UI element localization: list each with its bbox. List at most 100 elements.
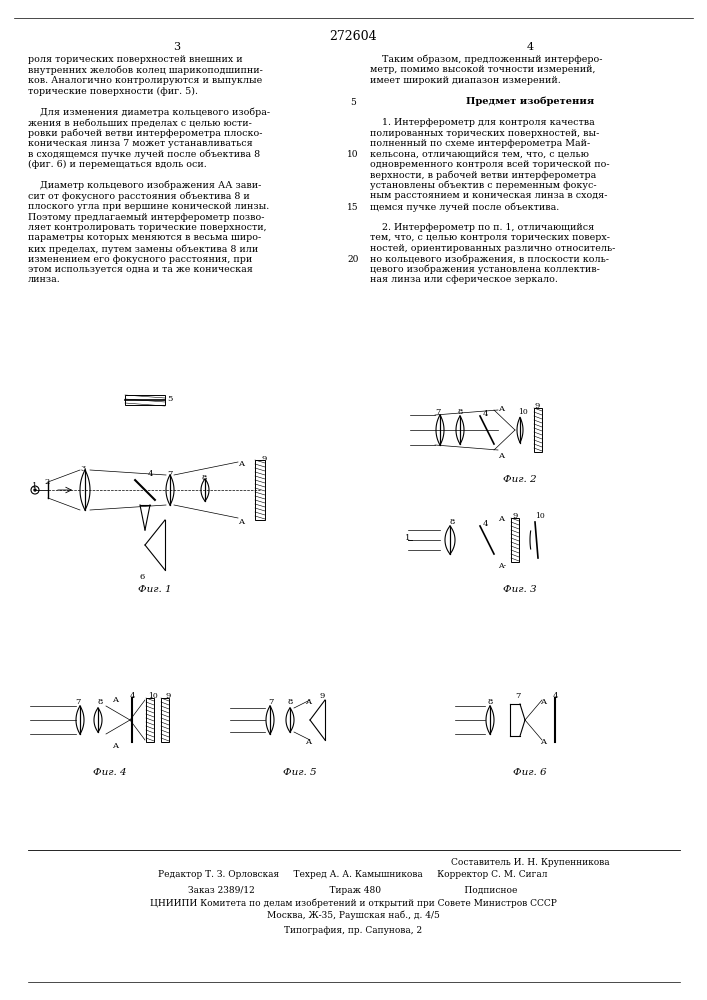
Text: A: A [305, 738, 311, 746]
Text: кельсона, отличающийся тем, что, с целью: кельсона, отличающийся тем, что, с целью [370, 149, 589, 158]
Text: жения в небольших пределах с целью юсти-: жения в небольших пределах с целью юсти- [28, 118, 252, 127]
Text: ностей, ориентированных различно относитель-: ностей, ориентированных различно относит… [370, 244, 615, 253]
Text: 4: 4 [130, 692, 136, 700]
Text: ная линза или сферическое зеркало.: ная линза или сферическое зеркало. [370, 275, 558, 284]
Text: 10: 10 [535, 512, 545, 520]
Text: Фиг. 2: Фиг. 2 [503, 475, 537, 484]
Text: Фиг. 5: Фиг. 5 [284, 768, 317, 777]
Text: A: A [238, 460, 244, 468]
Text: плоского угла при вершине конической линзы.: плоского угла при вершине конической лин… [28, 202, 269, 211]
Text: 1: 1 [405, 534, 410, 542]
Bar [161, 698, 169, 742]
Text: имеет широкий диапазон измерений.: имеет широкий диапазон измерений. [370, 76, 561, 85]
Text: ЦНИИПИ Комитета по делам изобретений и открытий при Совете Министров СССР: ЦНИИПИ Комитета по делам изобретений и о… [150, 898, 556, 908]
Text: цевого изображения установлена коллектив-: цевого изображения установлена коллектив… [370, 265, 600, 274]
Text: сит от фокусного расстояния объектива 8 и: сит от фокусного расстояния объектива 8 … [28, 192, 250, 201]
Text: 9: 9 [262, 455, 267, 463]
Text: 10: 10 [347, 150, 358, 159]
Text: 8: 8 [450, 518, 455, 526]
Text: метр, помимо высокой точности измерений,: метр, помимо высокой точности измерений, [370, 66, 595, 75]
Text: Диаметр кольцевого изображения АА зави-: Диаметр кольцевого изображения АА зави- [28, 181, 262, 190]
Text: Типография, пр. Сапунова, 2: Типография, пр. Сапунова, 2 [284, 926, 422, 935]
Text: A: A [238, 518, 244, 526]
Text: 4: 4 [483, 410, 489, 418]
Text: верхности, в рабочей ветви интерферометра: верхности, в рабочей ветви интерферометр… [370, 170, 596, 180]
Text: 8: 8 [458, 408, 463, 416]
Bar [146, 698, 154, 742]
Text: 3: 3 [173, 42, 180, 52]
Text: ляет контролировать торические поверхности,: ляет контролировать торические поверхнос… [28, 223, 267, 232]
Text: тем, что, с целью контроля торических поверх-: тем, что, с целью контроля торических по… [370, 233, 610, 242]
Text: установлены объектив с переменным фокус-: установлены объектив с переменным фокус- [370, 181, 597, 190]
Text: одновременного контроля всей торической по-: одновременного контроля всей торической … [370, 160, 609, 169]
Text: A: A [498, 405, 504, 413]
Text: 8: 8 [202, 474, 207, 482]
Text: 9: 9 [535, 402, 540, 410]
Text: 4: 4 [527, 42, 534, 52]
Text: этом используется одна и та же коническая: этом используется одна и та же коническа… [28, 265, 253, 274]
Text: ков. Аналогично контролируются и выпуклые: ков. Аналогично контролируются и выпуклы… [28, 76, 262, 85]
Text: роля торических поверхностей внешних и: роля торических поверхностей внешних и [28, 55, 243, 64]
Text: Редактор Т. З. Орловская     Техред А. А. Камышникова     Корректор С. М. Сигал: Редактор Т. З. Орловская Техред А. А. Ка… [158, 870, 548, 879]
Text: 9: 9 [513, 512, 518, 520]
Bar [255, 460, 265, 520]
Text: 7: 7 [167, 470, 173, 478]
Text: в сходящемся пучке лучей после объектива 8: в сходящемся пучке лучей после объектива… [28, 149, 260, 159]
Text: Поэтому предлагаемый интерферометр позво-: Поэтому предлагаемый интерферометр позво… [28, 213, 264, 222]
Bar [511, 518, 519, 562]
Text: 7: 7 [268, 698, 274, 706]
Text: 10: 10 [518, 408, 527, 416]
Text: 8: 8 [288, 698, 293, 706]
Bar [125, 395, 165, 405]
Bar [534, 408, 542, 452]
Text: 9: 9 [320, 692, 325, 700]
Text: A: A [112, 742, 118, 750]
Text: 7: 7 [435, 408, 440, 416]
Text: параметры которых меняются в весьма широ-: параметры которых меняются в весьма широ… [28, 233, 262, 242]
Text: 2: 2 [44, 478, 49, 486]
Text: A: A [305, 698, 311, 706]
Text: 7: 7 [75, 698, 81, 706]
Text: A: A [540, 698, 546, 706]
Text: 9: 9 [166, 692, 171, 700]
Text: A: A [112, 696, 118, 704]
Text: ких пределах, путем замены объектива 8 или: ких пределах, путем замены объектива 8 и… [28, 244, 258, 253]
Text: 20: 20 [347, 255, 358, 264]
Text: изменением его фокусного расстояния, при: изменением его фокусного расстояния, при [28, 254, 252, 263]
Text: 272604: 272604 [329, 30, 377, 43]
Text: 4: 4 [483, 520, 489, 528]
Text: A: A [498, 452, 504, 460]
Text: 1: 1 [32, 482, 37, 490]
Text: 7: 7 [515, 692, 520, 700]
Text: Фиг. 4: Фиг. 4 [93, 768, 127, 777]
Text: 15: 15 [347, 203, 359, 212]
Text: Фиг. 3: Фиг. 3 [503, 585, 537, 594]
Text: полированных торических поверхностей, вы-: полированных торических поверхностей, вы… [370, 128, 600, 137]
Text: A: A [498, 515, 504, 523]
Text: 8: 8 [98, 698, 103, 706]
Text: линза.: линза. [28, 275, 61, 284]
Text: 5: 5 [350, 98, 356, 107]
Text: коническая линза 7 может устанавливаться: коническая линза 7 может устанавливаться [28, 139, 252, 148]
Text: ным расстоянием и коническая линза в сходя-: ным расстоянием и коническая линза в схо… [370, 192, 607, 200]
Text: A-: A- [498, 562, 506, 570]
Text: 5: 5 [167, 395, 173, 403]
Text: но кольцевого изображения, в плоскости коль-: но кольцевого изображения, в плоскости к… [370, 254, 609, 264]
Text: 6: 6 [140, 573, 145, 581]
Text: Москва, Ж-35, Раушская наб., д. 4/5: Москва, Ж-35, Раушская наб., д. 4/5 [267, 910, 440, 920]
Text: (фиг. 6) и перемещаться вдоль оси.: (фиг. 6) и перемещаться вдоль оси. [28, 160, 206, 169]
Text: 2. Интерферометр по п. 1, отличающийся: 2. Интерферометр по п. 1, отличающийся [370, 223, 595, 232]
Text: Фиг. 6: Фиг. 6 [513, 768, 547, 777]
Text: щемся пучке лучей после объектива.: щемся пучке лучей после объектива. [370, 202, 559, 212]
Text: ровки рабочей ветви интерферометра плоско-: ровки рабочей ветви интерферометра плоск… [28, 128, 262, 138]
Text: торические поверхности (фиг. 5).: торические поверхности (фиг. 5). [28, 87, 198, 96]
Text: Предмет изобретения: Предмет изобретения [466, 97, 594, 106]
Text: 1. Интерферометр для контроля качества: 1. Интерферометр для контроля качества [370, 118, 595, 127]
Text: 4: 4 [553, 692, 559, 700]
Text: полненный по схеме интерферометра Май-: полненный по схеме интерферометра Май- [370, 139, 590, 148]
Text: A: A [540, 738, 546, 746]
Text: Составитель И. Н. Крупенникова: Составитель И. Н. Крупенникова [450, 858, 609, 867]
Circle shape [34, 489, 36, 491]
Text: 10: 10 [148, 692, 158, 700]
Text: внутренних желобов колец шарикоподшипни-: внутренних желобов колец шарикоподшипни- [28, 66, 263, 75]
